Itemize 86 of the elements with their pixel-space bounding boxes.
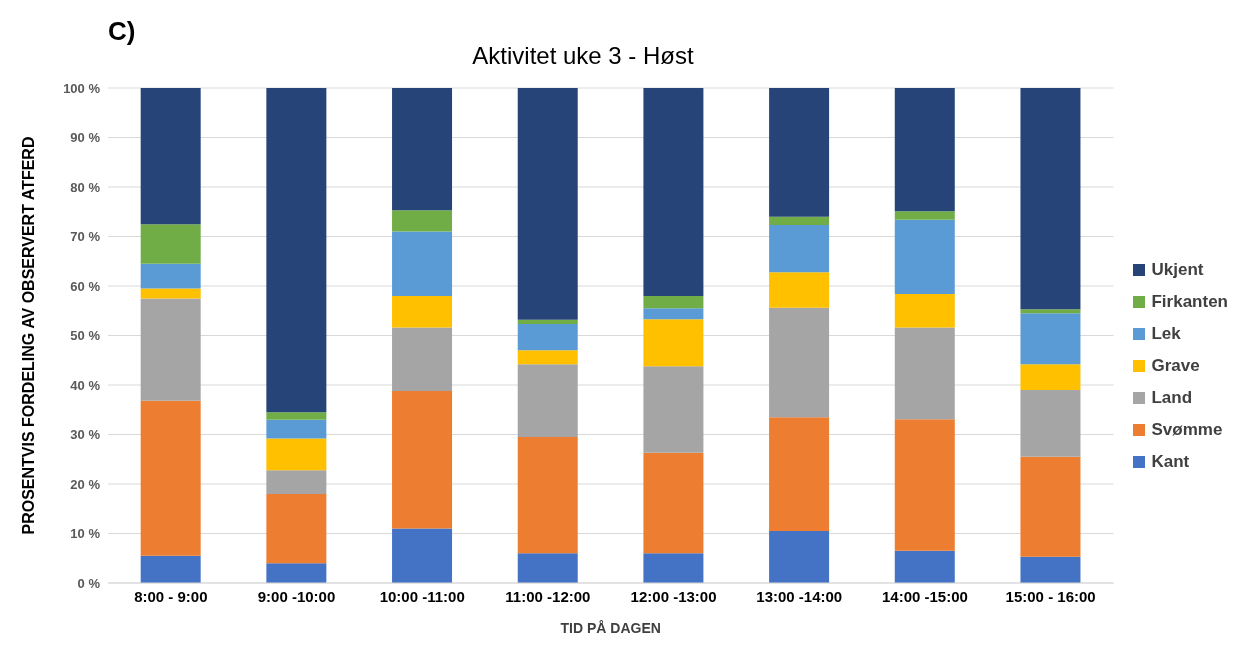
bar	[517, 364, 578, 437]
bar	[1020, 364, 1081, 390]
bar	[140, 555, 201, 583]
x-axis-title: TID PÅ DAGEN	[560, 620, 661, 636]
bar	[517, 319, 578, 325]
bar	[266, 412, 327, 420]
bar	[140, 224, 201, 264]
bar	[392, 295, 453, 328]
x-tick-label: 13:00 -14:00	[756, 587, 843, 605]
bar	[894, 550, 955, 583]
x-tick-label: 10:00 -11:00	[379, 587, 465, 605]
bar	[140, 298, 201, 401]
bar	[517, 553, 578, 583]
bar	[392, 390, 453, 529]
bar	[266, 470, 327, 494]
bar	[517, 88, 578, 320]
bar	[1020, 309, 1081, 314]
legend-label: Kant	[1151, 451, 1190, 472]
bar	[1020, 389, 1081, 457]
y-tick-label: 30 %	[70, 427, 101, 443]
y-tick-label: 70 %	[70, 229, 101, 245]
y-axis-title: PROSENTVIS FORDELING AV OBSERVERT ATFERD	[19, 136, 37, 535]
legend-label: Svømme	[1151, 419, 1223, 440]
bar	[266, 493, 327, 564]
x-tick-label: 9:00 -10:00	[257, 587, 336, 605]
x-tick-label: 12:00 -13:00	[630, 587, 717, 605]
y-tick-label: 20 %	[70, 476, 101, 492]
bar	[1020, 88, 1081, 310]
bar	[392, 528, 453, 583]
bar	[894, 293, 955, 328]
y-tick-label: 60 %	[70, 278, 101, 294]
bar	[894, 419, 955, 551]
bar	[392, 327, 453, 391]
bar	[769, 216, 830, 226]
bar	[643, 366, 704, 453]
bar	[1020, 456, 1081, 557]
bar	[140, 88, 201, 225]
bar	[140, 263, 201, 289]
bar	[517, 350, 578, 365]
y-tick-label: 50 %	[70, 328, 101, 344]
bar	[769, 88, 830, 217]
bar	[894, 88, 955, 212]
bar	[769, 225, 830, 273]
bar	[266, 88, 327, 413]
bar	[266, 419, 327, 439]
bar	[894, 327, 955, 420]
bar	[894, 211, 955, 220]
bar	[140, 400, 201, 556]
text: C)	[108, 16, 136, 47]
bar	[643, 308, 704, 320]
x-tick-label: 15:00 - 16:00	[1005, 587, 1096, 605]
y-tick-label: 90 %	[70, 130, 101, 146]
bar	[643, 319, 704, 367]
chart-title: Aktivitet uke 3 - Høst	[472, 42, 694, 69]
bar	[266, 438, 327, 471]
bar	[643, 553, 704, 583]
y-tick-label: 80 %	[70, 179, 101, 195]
bar	[894, 219, 955, 294]
legend-label: Land	[1151, 387, 1193, 408]
bar	[1020, 556, 1081, 583]
bar	[392, 210, 453, 232]
bar	[643, 295, 704, 309]
bar	[517, 436, 578, 554]
bar	[1020, 313, 1081, 365]
legend-label: Lek	[1151, 323, 1181, 344]
legend-label: Ukjent	[1151, 259, 1204, 280]
bar	[643, 452, 704, 554]
legend-label: Firkanten	[1151, 291, 1228, 312]
bar	[769, 272, 830, 308]
bar	[517, 324, 578, 351]
bar	[392, 231, 453, 296]
bar	[140, 288, 201, 299]
x-tick-label: 11:00 -12:00	[505, 587, 591, 605]
y-tick-label: 100 %	[63, 80, 101, 96]
bar	[769, 417, 830, 532]
bar	[266, 563, 327, 583]
x-tick-label: 8:00 - 9:00	[134, 587, 208, 605]
legend-label: Grave	[1151, 355, 1200, 376]
bar	[392, 88, 453, 211]
x-tick-label: 14:00 -15:00	[881, 587, 968, 605]
bar	[769, 307, 830, 418]
bar	[643, 88, 704, 296]
y-tick-label: 40 %	[70, 377, 101, 393]
y-tick-label: 0 %	[77, 575, 101, 591]
y-tick-label: 10 %	[70, 526, 101, 542]
bar	[769, 531, 830, 583]
